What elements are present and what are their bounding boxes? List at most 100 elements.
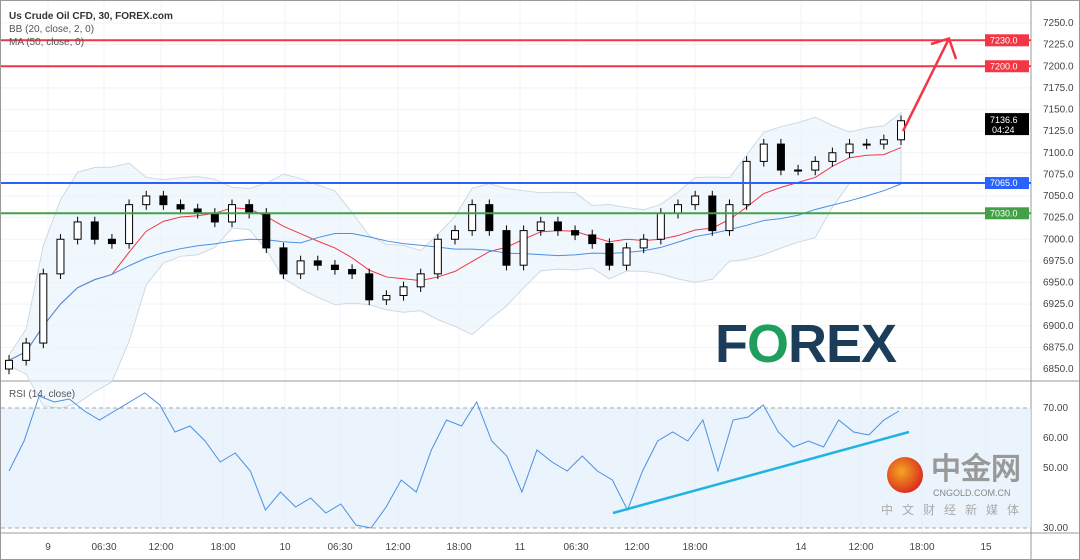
y-tick-label: 7025.0 — [1043, 213, 1074, 224]
y-tick-label: 6950.0 — [1043, 278, 1074, 289]
candle — [433, 238, 442, 275]
y-tick-label: 7050.0 — [1043, 191, 1074, 202]
y-tick-label: 6925.0 — [1043, 299, 1074, 310]
bb-legend: BB (20, close, 2, 0) — [9, 24, 95, 35]
y-tick-label: 7225.0 — [1043, 40, 1074, 51]
chart-title: Us Crude Oil CFD, 30, FOREX.com — [9, 11, 173, 22]
x-tick-label: 18:00 — [210, 542, 235, 553]
candle — [210, 212, 219, 223]
candle — [588, 234, 597, 245]
candle — [828, 152, 837, 162]
y-tick-label: 7250.0 — [1043, 18, 1074, 29]
candle — [485, 204, 494, 232]
y-tick-label: 6900.0 — [1043, 321, 1074, 332]
x-tick-label: 06:30 — [327, 542, 352, 553]
candle — [279, 247, 288, 275]
candle — [656, 212, 665, 240]
candle — [759, 143, 768, 162]
level-tag — [985, 177, 1029, 190]
rsi-band — [1, 408, 1031, 528]
x-tick-label: 9 — [45, 542, 51, 553]
x-tick-label: 18:00 — [682, 542, 707, 553]
watermark-sub: 中文财经新媒体 — [881, 503, 1029, 517]
cngold-logo-icon — [887, 457, 923, 493]
y-tick-label: 7125.0 — [1043, 126, 1074, 137]
y-tick-label: 7100.0 — [1043, 148, 1074, 159]
candle — [39, 273, 48, 344]
rsi-tick-label: 60.00 — [1043, 433, 1068, 444]
rsi-trendline — [612, 430, 910, 515]
level-tag-label: 7030.0 — [990, 208, 1018, 218]
candle — [553, 221, 562, 232]
candle — [176, 204, 185, 210]
candle — [468, 204, 477, 232]
candle — [313, 260, 322, 266]
y-tick-label: 6875.0 — [1043, 342, 1074, 353]
level-tag-label: 7230.0 — [990, 35, 1018, 45]
level-tag — [985, 207, 1029, 220]
candle — [73, 221, 82, 240]
candle — [725, 204, 734, 232]
y-tick-label: 6850.0 — [1043, 364, 1074, 375]
rsi-legend: RSI (14, close) — [9, 389, 76, 400]
ma-legend: MA (50, close, 0) — [9, 37, 85, 48]
candle — [691, 195, 700, 206]
candle — [451, 230, 459, 240]
candle — [622, 247, 631, 266]
rsi-tick-label: 30.00 — [1043, 523, 1068, 534]
x-tick-label: 10 — [279, 542, 291, 553]
candle — [296, 260, 305, 275]
y-tick-label: 7200.0 — [1043, 61, 1074, 72]
candle — [90, 221, 99, 240]
candle — [416, 273, 425, 288]
candle — [142, 195, 151, 206]
candle — [348, 269, 357, 275]
candle — [159, 195, 168, 206]
rsi-line — [8, 392, 900, 529]
last-price-tag — [985, 113, 1029, 136]
candle — [845, 143, 854, 154]
candle — [502, 230, 511, 266]
candle — [365, 273, 374, 301]
arrow-head — [930, 37, 958, 60]
candle — [794, 169, 803, 172]
level-tag — [985, 34, 1029, 47]
x-tick-label: 18:00 — [909, 542, 934, 553]
target-arrow — [901, 38, 951, 132]
candle — [107, 238, 116, 245]
rsi-tick-label: 70.00 — [1043, 403, 1068, 414]
candle — [519, 230, 528, 266]
candle — [262, 212, 271, 249]
watermark-text: 中金网 — [931, 453, 1021, 486]
x-tick-label: 06:30 — [563, 542, 588, 553]
level-tag-label: 7065.0 — [990, 178, 1018, 188]
level-tag-label: 7200.0 — [990, 61, 1018, 71]
candle — [330, 264, 339, 271]
candle — [879, 139, 888, 145]
candle — [674, 204, 682, 214]
x-tick-label: 12:00 — [148, 542, 173, 553]
rsi-tick-label: 50.00 — [1043, 463, 1068, 474]
ma-line — [8, 183, 902, 361]
x-tick-label: 18:00 — [446, 542, 471, 553]
candle — [776, 143, 785, 171]
x-tick-label: 12:00 — [848, 542, 873, 553]
candle — [125, 204, 134, 245]
y-tick-label: 7000.0 — [1043, 234, 1074, 245]
x-tick-label: 14 — [795, 542, 807, 553]
x-tick-label: 06:30 — [91, 542, 116, 553]
y-tick-label: 6975.0 — [1043, 256, 1074, 267]
candle — [56, 238, 65, 275]
candle — [399, 286, 408, 296]
forex-logo: FOREX — [715, 314, 897, 374]
bb-basis-line — [8, 147, 902, 361]
candle — [245, 204, 254, 214]
candle — [811, 160, 820, 171]
candle — [22, 342, 31, 361]
candle — [862, 143, 871, 146]
x-tick-label: 11 — [515, 542, 526, 553]
x-tick-label: 12:00 — [624, 542, 649, 553]
y-tick-label: 7175.0 — [1043, 83, 1074, 94]
